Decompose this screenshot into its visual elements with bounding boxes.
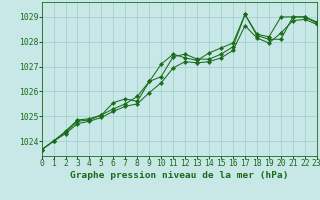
X-axis label: Graphe pression niveau de la mer (hPa): Graphe pression niveau de la mer (hPa) [70,171,288,180]
